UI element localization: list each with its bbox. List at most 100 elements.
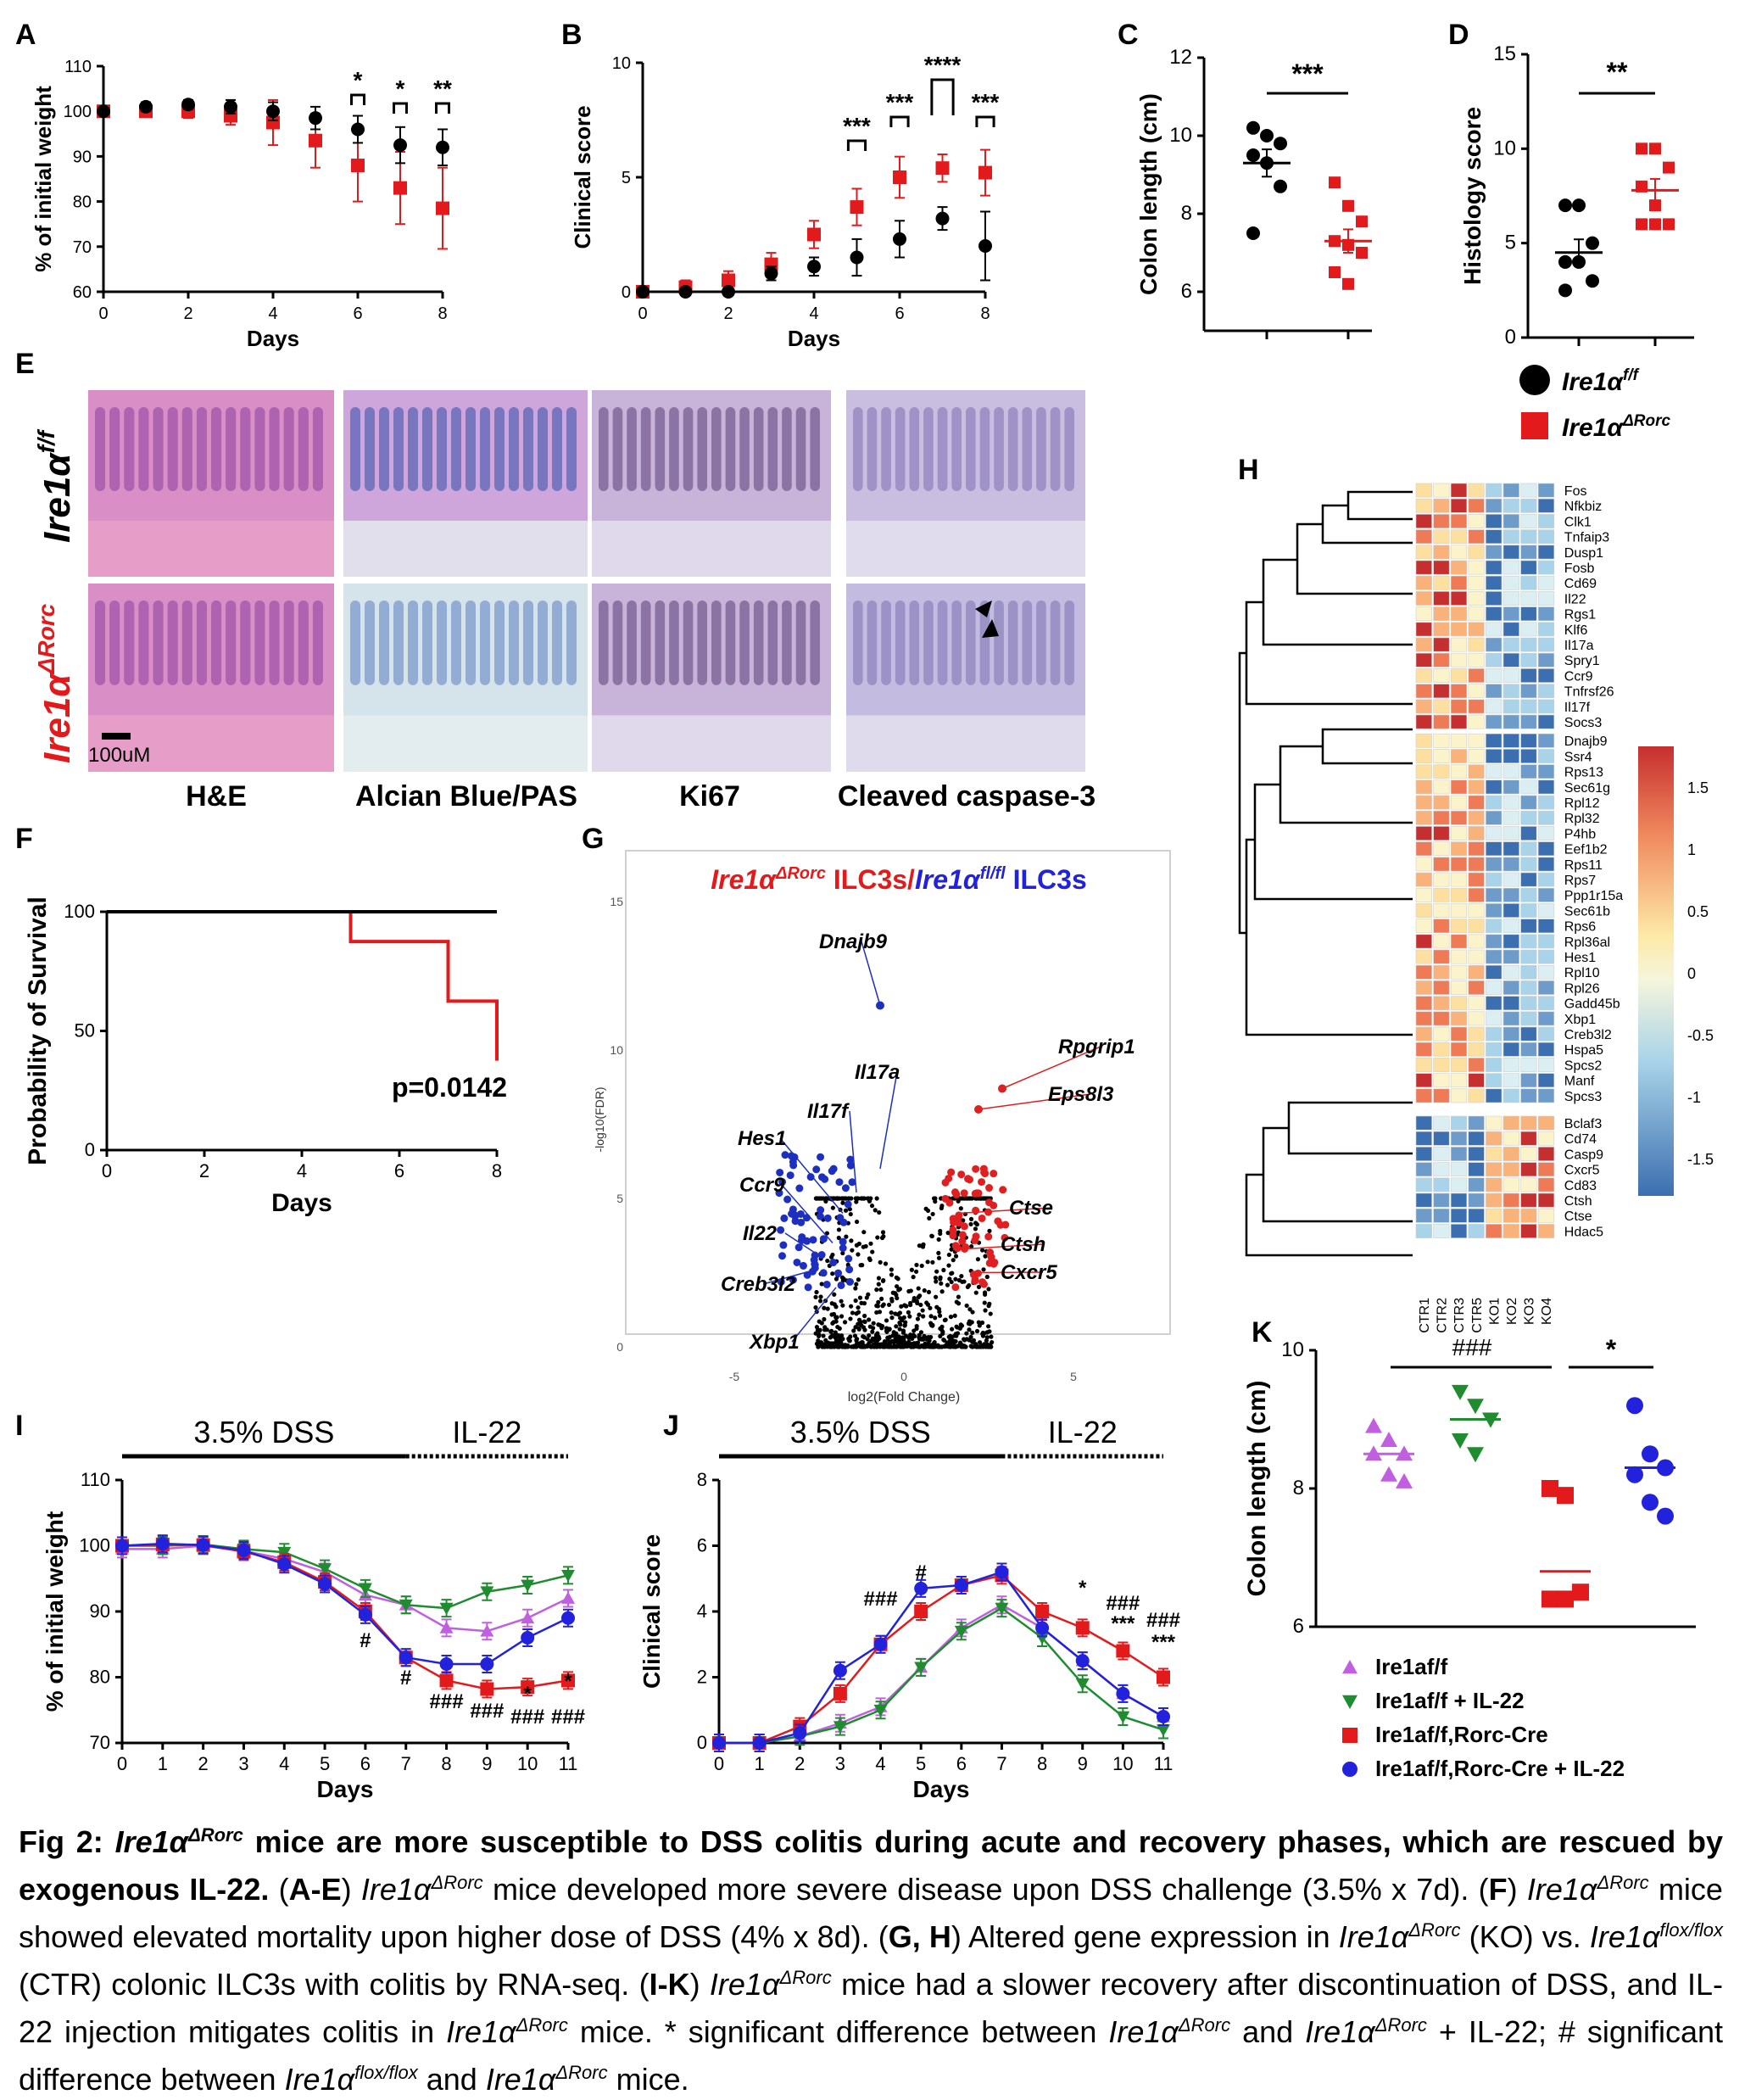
gene-point bbox=[856, 1241, 861, 1247]
x-tick-label: 2 bbox=[794, 1753, 805, 1774]
heatmap-cell bbox=[1537, 1115, 1555, 1131]
col-label-caspase: Cleaved caspase-3 bbox=[838, 780, 1096, 813]
gene-point bbox=[921, 1314, 926, 1319]
series-point bbox=[358, 1583, 372, 1595]
gene-point bbox=[862, 1327, 867, 1332]
heatmap-cell bbox=[1537, 1073, 1555, 1088]
heatmap-cell bbox=[1433, 714, 1450, 729]
gene-point bbox=[937, 1313, 943, 1318]
legend-marker bbox=[1342, 1728, 1358, 1743]
heatmap-cell bbox=[1415, 1162, 1432, 1177]
y-tick-label: 80 bbox=[90, 1667, 110, 1688]
crypt bbox=[566, 407, 577, 491]
gene-point bbox=[875, 1304, 880, 1309]
heatmap-cell bbox=[1537, 1162, 1555, 1177]
dendrogram bbox=[1238, 651, 1246, 935]
heatmap-cell bbox=[1486, 810, 1502, 825]
heatmap-cell bbox=[1433, 591, 1450, 606]
series-point bbox=[237, 1543, 251, 1557]
down-gene-point bbox=[835, 1178, 844, 1187]
gene-point bbox=[939, 1204, 945, 1209]
heatmap-cell bbox=[1520, 1147, 1537, 1161]
heatmap-cell bbox=[1450, 1192, 1468, 1208]
y-tick-label: 110 bbox=[64, 58, 92, 76]
row-label: Rps7 bbox=[1564, 874, 1596, 888]
row-label: Rpl10 bbox=[1564, 966, 1600, 980]
gene-point bbox=[833, 1304, 839, 1310]
gene-point bbox=[897, 1287, 902, 1292]
heatmap-cell bbox=[1450, 887, 1468, 902]
gene-point bbox=[891, 1330, 896, 1335]
crypt bbox=[422, 407, 432, 491]
y-tick-label: 8 bbox=[1293, 1477, 1304, 1500]
x-axis-label: Days bbox=[247, 326, 299, 351]
crypt bbox=[923, 600, 934, 685]
row-label: Dusp1 bbox=[1564, 546, 1603, 561]
gene-point bbox=[854, 1282, 859, 1287]
heatmap-cell bbox=[1486, 545, 1502, 560]
x-axis-label: Days bbox=[317, 1776, 374, 1802]
down-gene-point bbox=[806, 1173, 815, 1181]
heatmap-cell bbox=[1486, 575, 1502, 590]
row-label: Cd74 bbox=[1564, 1132, 1597, 1147]
gene-point bbox=[939, 1324, 945, 1329]
heatmap-cell bbox=[1433, 749, 1450, 763]
label-leader bbox=[1001, 1046, 1101, 1090]
down-gene-point bbox=[778, 1252, 787, 1260]
heatmap-cell bbox=[1468, 764, 1485, 779]
down-gene-point bbox=[845, 1277, 854, 1286]
heatmap-cell bbox=[1537, 764, 1555, 779]
gene-point bbox=[825, 1258, 830, 1264]
gene-point bbox=[895, 1312, 900, 1317]
heatmap-cell bbox=[1520, 622, 1537, 637]
crypt bbox=[1022, 600, 1033, 685]
gene-point bbox=[885, 1344, 891, 1349]
heatmap-cell bbox=[1486, 841, 1502, 857]
gene-point bbox=[923, 1341, 928, 1346]
crypt bbox=[365, 407, 375, 491]
gene-point bbox=[817, 1328, 822, 1333]
gene-point bbox=[841, 1276, 846, 1282]
gene-point bbox=[921, 1337, 926, 1342]
gene-point bbox=[987, 1228, 992, 1233]
heatmap-cell bbox=[1433, 857, 1450, 872]
heatmap-cell bbox=[1468, 919, 1485, 934]
gene-point bbox=[950, 1196, 956, 1201]
gene-point bbox=[871, 1326, 876, 1331]
gene-point bbox=[854, 1196, 860, 1201]
ctr-point bbox=[893, 232, 906, 246]
y-tick-label: 4 bbox=[697, 1600, 707, 1622]
gene-point bbox=[964, 1337, 969, 1342]
heatmap-cell bbox=[1415, 749, 1432, 763]
down-gene-point bbox=[778, 1177, 787, 1186]
crypt bbox=[95, 407, 106, 491]
crypt bbox=[211, 407, 222, 491]
crypt bbox=[494, 600, 505, 685]
heatmap-cell bbox=[1537, 1058, 1555, 1072]
series-point bbox=[561, 1673, 575, 1688]
gene-point bbox=[865, 1337, 870, 1342]
crypt bbox=[599, 600, 609, 685]
heatmap-cell bbox=[1537, 1131, 1555, 1146]
heatmap-cell bbox=[1450, 779, 1468, 795]
gene-point bbox=[889, 1299, 895, 1304]
heatmap-cell bbox=[1520, 749, 1537, 763]
heatmap-cell bbox=[1486, 903, 1502, 918]
heatmap-cell bbox=[1468, 841, 1485, 857]
x-tick-label: 4 bbox=[875, 1753, 885, 1774]
significance-bracket bbox=[930, 78, 955, 115]
gene-point bbox=[940, 1331, 945, 1336]
heatmap-cell bbox=[1415, 934, 1432, 949]
panel-label-k: K bbox=[1252, 1316, 1273, 1349]
rpgrip1-point bbox=[998, 1084, 1006, 1093]
row-label: Rpl26 bbox=[1564, 981, 1600, 996]
gene-point bbox=[977, 1340, 983, 1345]
gene-point bbox=[892, 1339, 898, 1344]
gene-point bbox=[936, 1306, 942, 1312]
heatmap-cell bbox=[1450, 652, 1468, 667]
ko-point bbox=[935, 161, 950, 176]
heatmap-cell bbox=[1433, 622, 1450, 637]
gene-point bbox=[920, 1244, 926, 1249]
crypt bbox=[393, 600, 404, 685]
heatmap-cell bbox=[1520, 826, 1537, 841]
